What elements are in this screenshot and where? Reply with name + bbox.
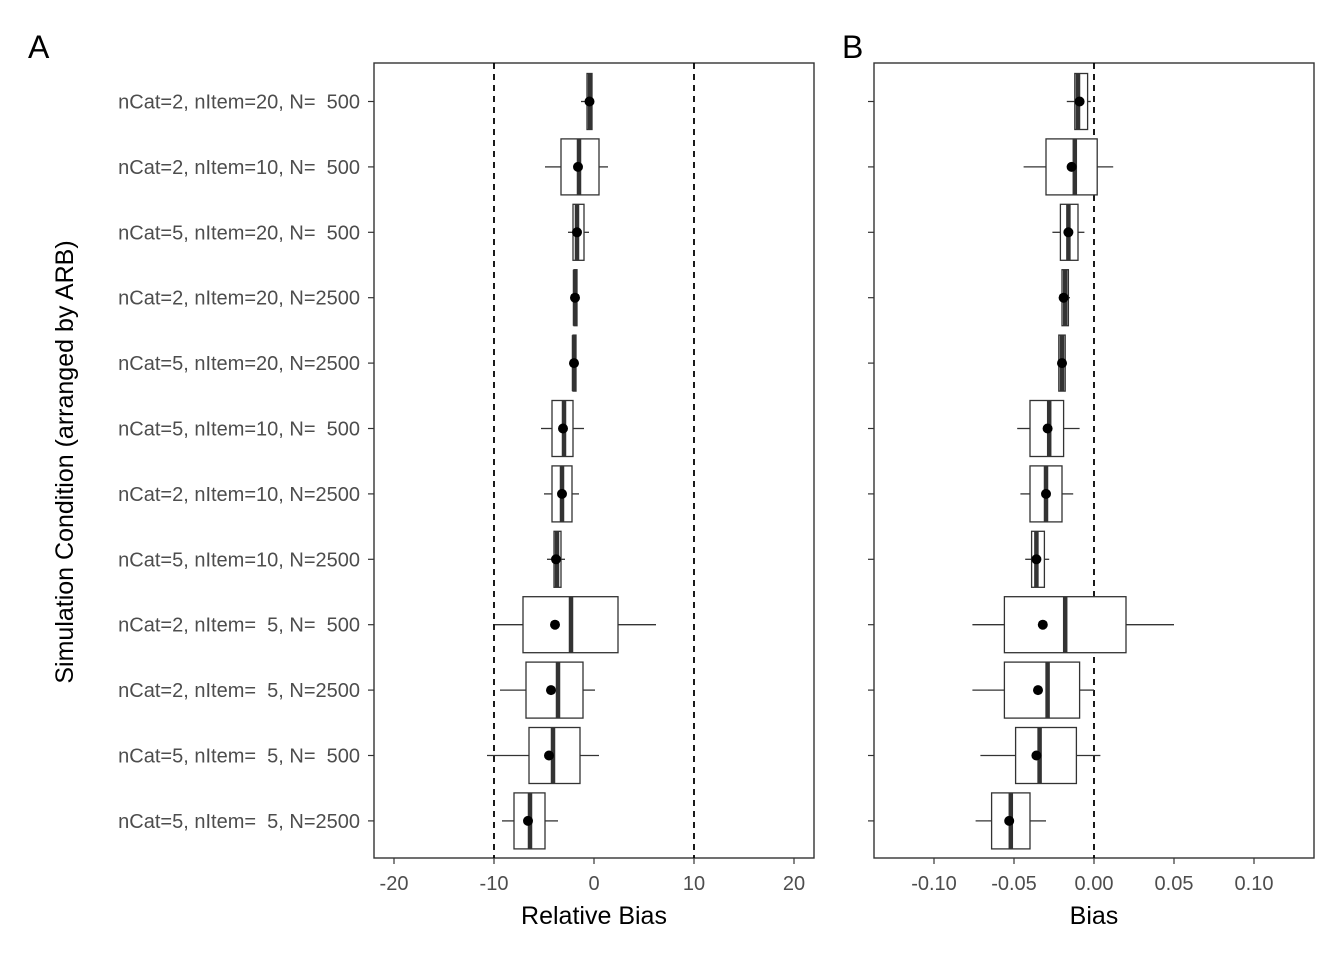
panel-b-boxplot-2 bbox=[1052, 203, 1085, 261]
panel-b-mean-point-4 bbox=[1057, 358, 1067, 369]
panel-a-x-axis-title: Relative Bias bbox=[521, 902, 667, 930]
panel-a-mean-point-10 bbox=[544, 750, 554, 761]
panel-a-boxplot-3 bbox=[570, 269, 580, 327]
panel-b-boxplot-9 bbox=[972, 661, 1094, 719]
panel-b-mean-point-9 bbox=[1033, 685, 1043, 696]
panel-a-mean-point-7 bbox=[551, 554, 561, 565]
panel-a-mean-point-6 bbox=[557, 488, 567, 499]
panel-b-boxplot-7 bbox=[1025, 530, 1050, 588]
category-label-9: nCat=2, nItem= 5, N=2500 bbox=[118, 680, 360, 702]
category-label-7: nCat=5, nItem=10, N=2500 bbox=[118, 549, 360, 571]
panel-a-boxplots bbox=[487, 72, 656, 850]
panel-b-x-tick-label-0: -0.10 bbox=[911, 873, 957, 895]
category-label-11: nCat=5, nItem= 5, N=2500 bbox=[118, 811, 360, 833]
category-label-2: nCat=5, nItem=20, N= 500 bbox=[118, 222, 360, 244]
panel-b-x-tick-label-4: 0.10 bbox=[1235, 873, 1274, 895]
panel-a-boxplot-4 bbox=[569, 334, 579, 392]
panel-b-mean-point-2 bbox=[1063, 227, 1074, 238]
category-label-6: nCat=2, nItem=10, N=2500 bbox=[118, 484, 360, 506]
panel-b-boxplots bbox=[972, 72, 1174, 850]
panel-a-y-ticks: nCat=2, nItem=20, N= 500 nCat=2, nItem=10… bbox=[118, 92, 374, 833]
category-label-5: nCat=5, nItem=10, N= 500 bbox=[118, 419, 360, 441]
panel-b-boxplot-1 bbox=[1023, 138, 1114, 196]
category-label-8: nCat=2, nItem= 5, N= 500 bbox=[118, 615, 360, 637]
panel-b-mean-point-10 bbox=[1031, 750, 1042, 761]
panel-a-boxplot-11 bbox=[502, 792, 558, 850]
panel-b-boxplot-6 bbox=[1020, 465, 1074, 523]
panel-b-x-tick-label-2: 0.00 bbox=[1075, 873, 1114, 895]
panel-a-mean-point-5 bbox=[558, 423, 568, 434]
panel-b-mean-point-11 bbox=[1004, 815, 1015, 826]
panel-a-boxplot-1 bbox=[545, 138, 608, 196]
panel-b-y-ticks bbox=[868, 100, 874, 822]
category-label-1: nCat=2, nItem=10, N= 500 bbox=[118, 157, 360, 179]
panel-a-boxplot-0 bbox=[581, 72, 595, 131]
panel-b-boxplot-5 bbox=[1017, 399, 1080, 458]
panel-b-x-axis-title: Bias bbox=[1070, 902, 1119, 930]
panel-a-boxplot-7 bbox=[547, 530, 565, 588]
panel-a-mean-point-11 bbox=[523, 815, 533, 826]
panel-b-mean-point-6 bbox=[1041, 488, 1051, 499]
panel-a-mean-point-1 bbox=[573, 161, 583, 172]
panel-a-boxplot-6 bbox=[544, 465, 579, 523]
panel-a-boxplot-5 bbox=[541, 399, 584, 458]
panel-a-boxplot-2 bbox=[568, 203, 589, 261]
panel-b-boxplot-11 bbox=[975, 792, 1046, 850]
panel-a: -20 -10 0 10 20 nCat=2, nItem=20, N= 500nCat… bbox=[51, 62, 815, 930]
panel-a-mean-point-8 bbox=[550, 619, 560, 630]
panel-a-x-tick-label-4: 20 bbox=[783, 873, 805, 895]
panel-b-boxplot-3 bbox=[1058, 269, 1070, 327]
panel-b-x-tick-label-1: -0.05 bbox=[991, 873, 1037, 895]
panel-b-mean-point-7 bbox=[1031, 554, 1042, 565]
y-axis-title: Simulation Condition (arranged by ARB) bbox=[51, 240, 79, 683]
panel-a-reference-lines bbox=[493, 63, 695, 858]
panel-b-mean-point-0 bbox=[1074, 96, 1085, 107]
panel-a-mean-point-9 bbox=[546, 685, 556, 696]
category-label-3: nCat=2, nItem=20, N=2500 bbox=[118, 288, 360, 310]
panel-a-mean-point-2 bbox=[572, 227, 582, 238]
panel-b-boxplot-4 bbox=[1057, 334, 1067, 392]
panel-a-x-tick-label-0: -20 bbox=[380, 873, 409, 895]
panel-a-x-ticks: -20 -10 0 10 20 bbox=[380, 858, 805, 895]
panel-b-mean-point-8 bbox=[1037, 619, 1048, 630]
panel-a-boxplot-9 bbox=[500, 661, 595, 719]
panel-b-mean-point-5 bbox=[1042, 423, 1053, 434]
panel-b-boxplot-0 bbox=[1066, 72, 1091, 131]
category-label-10: nCat=5, nItem= 5, N= 500 bbox=[118, 746, 360, 768]
panel-b: -0.10 -0.05 0.00 0.05 0.10 Bias bbox=[868, 62, 1315, 930]
panel-b-mean-point-1 bbox=[1066, 161, 1077, 172]
panel-letter-b: B bbox=[842, 29, 863, 65]
panel-a-x-tick-label-1: -10 bbox=[480, 873, 509, 895]
category-label-0: nCat=2, nItem=20, N= 500 bbox=[118, 92, 360, 114]
panel-a-mean-point-3 bbox=[570, 292, 580, 303]
panel-b-x-ticks: -0.10 -0.05 0.00 0.05 0.10 bbox=[911, 858, 1273, 895]
panel-b-boxplot-10 bbox=[980, 726, 1101, 785]
panel-a-boxplot-10 bbox=[487, 726, 599, 785]
panel-a-mean-point-4 bbox=[569, 358, 579, 369]
panel-b-box-10 bbox=[1014, 726, 1078, 785]
panel-a-x-tick-label-2: 0 bbox=[588, 873, 599, 895]
panel-b-x-tick-label-3: 0.05 bbox=[1155, 873, 1194, 895]
panel-a-mean-point-0 bbox=[584, 96, 595, 107]
panel-b-boxplot-8 bbox=[972, 596, 1174, 654]
panel-a-boxplot-8 bbox=[495, 596, 656, 654]
category-label-4: nCat=5, nItem=20, N=2500 bbox=[118, 353, 360, 375]
panel-a-x-tick-label-3: 10 bbox=[683, 873, 705, 895]
panel-letter-a: A bbox=[28, 29, 50, 65]
panel-b-mean-point-3 bbox=[1058, 292, 1069, 303]
